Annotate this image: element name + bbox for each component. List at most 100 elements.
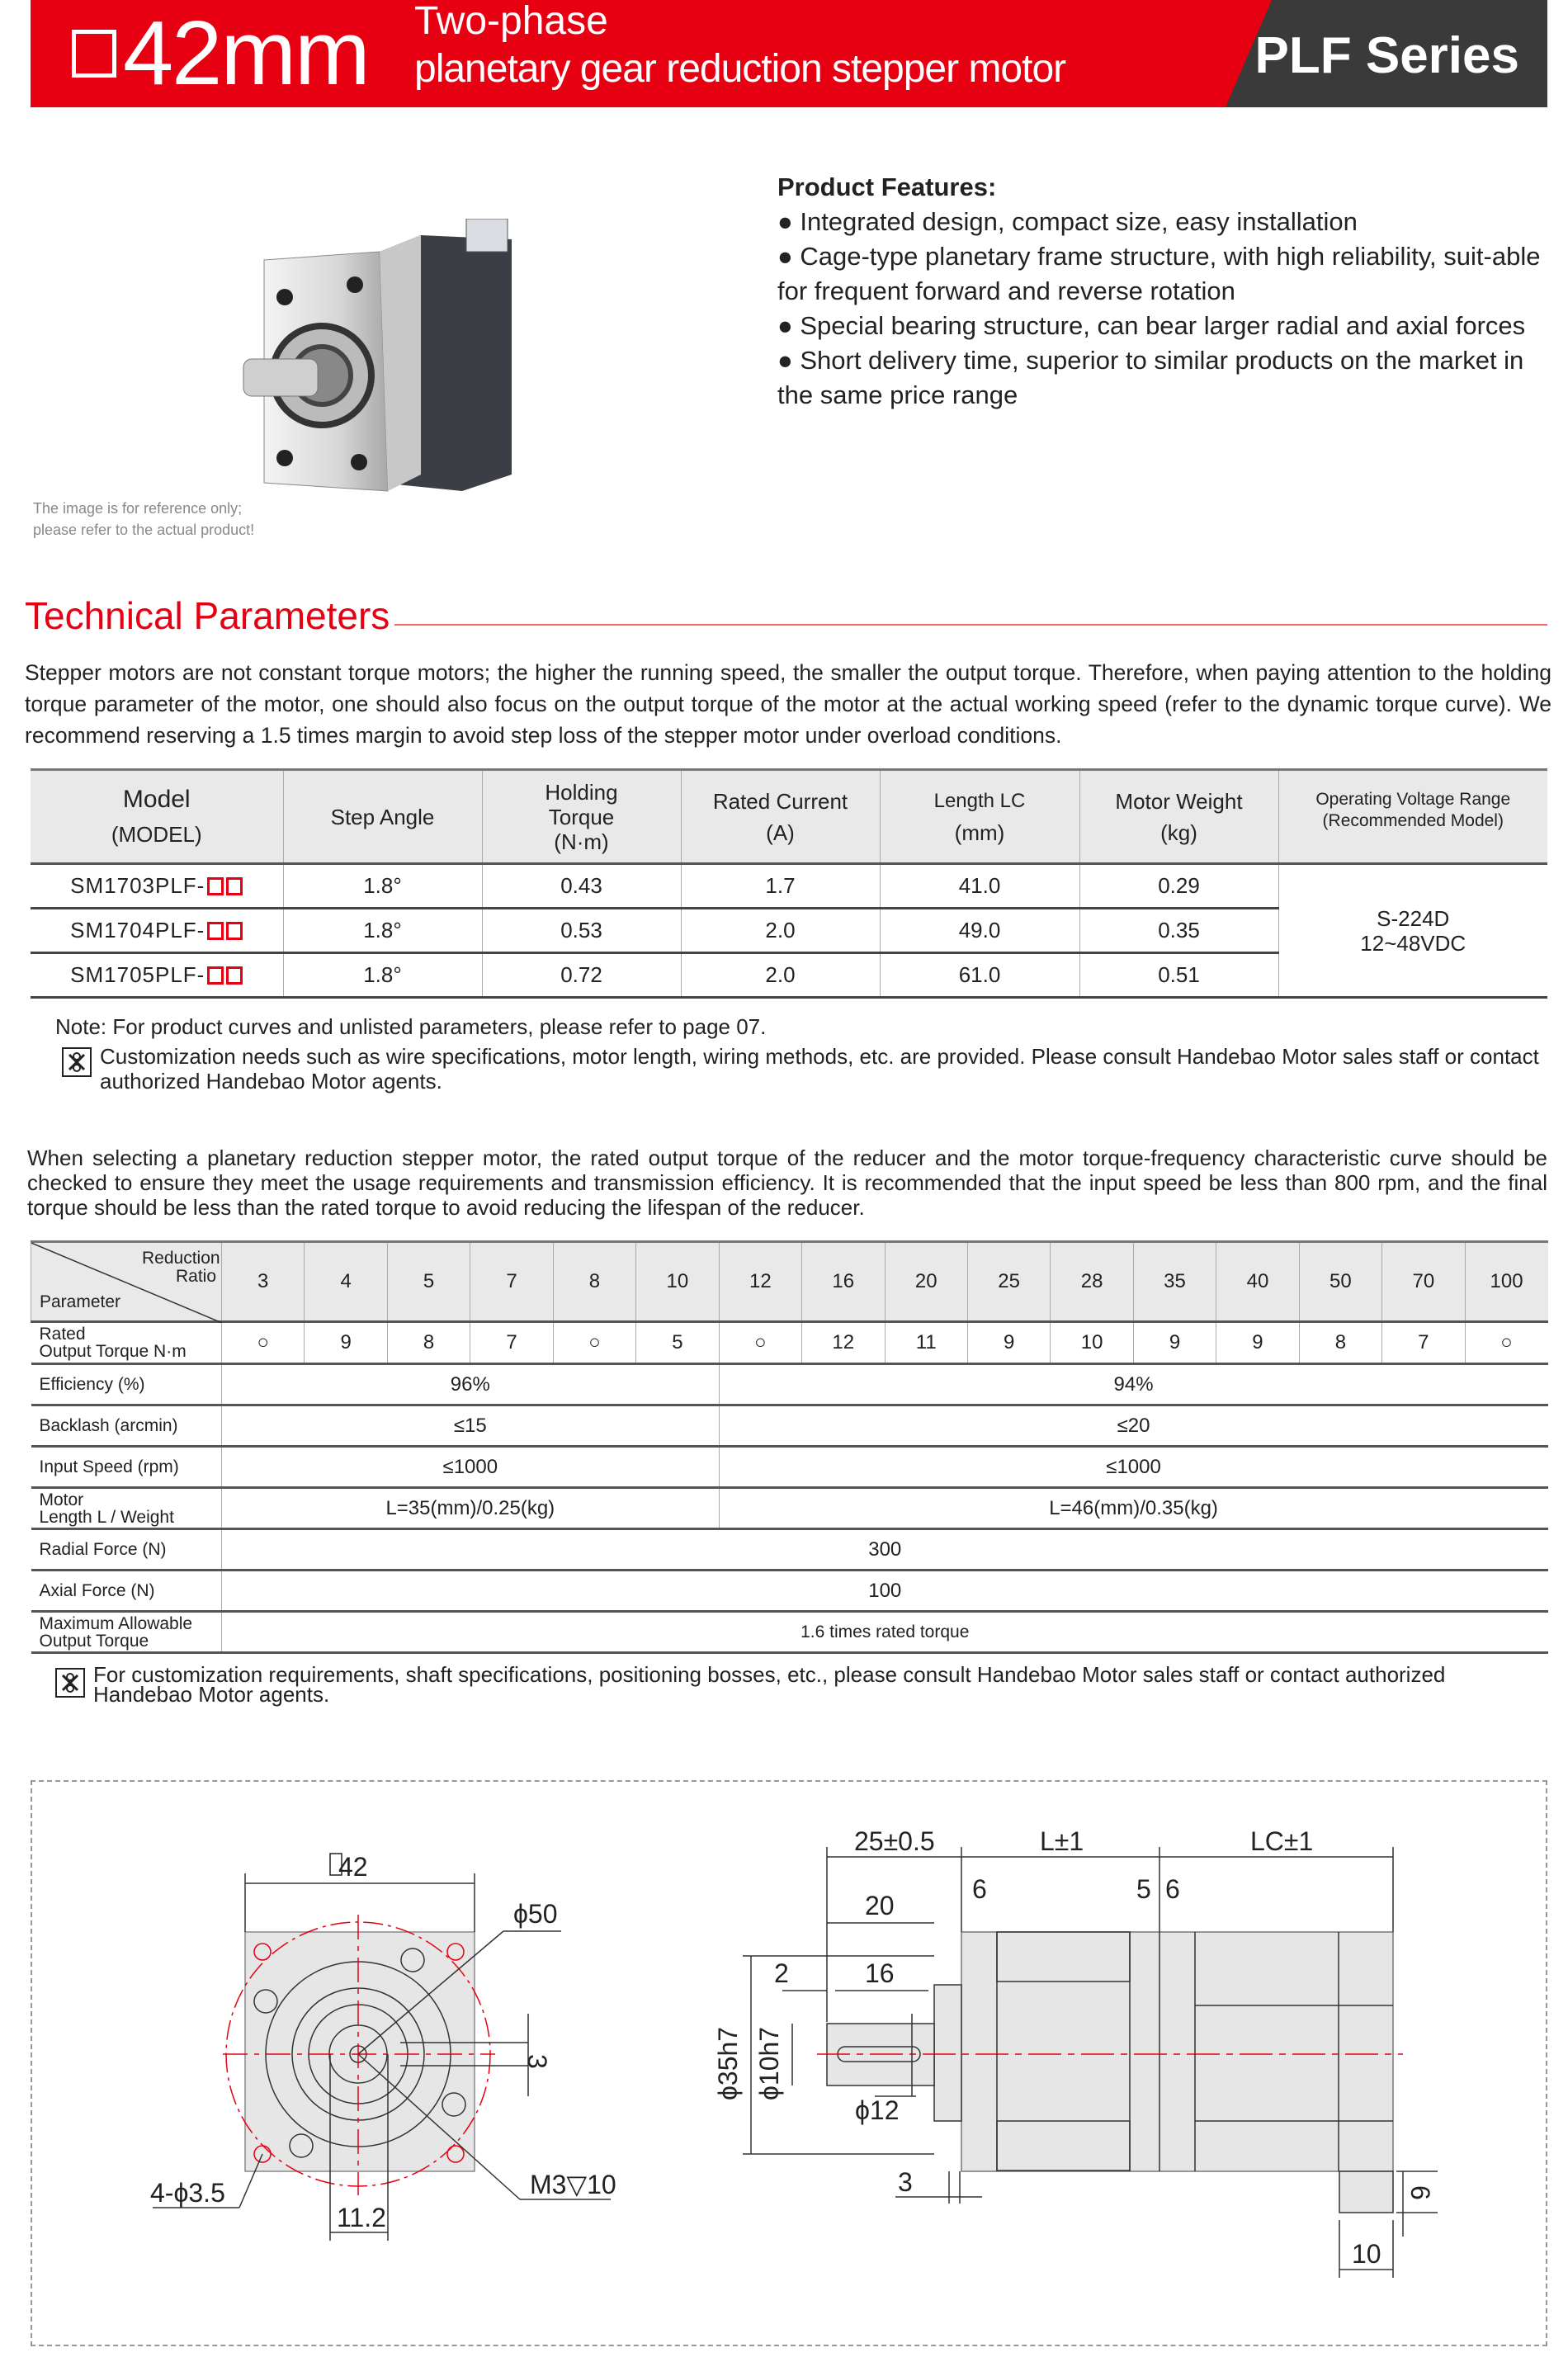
dim-pcd: ϕ50 — [513, 1899, 558, 1929]
dim-boss: ϕ12 — [855, 2095, 900, 2125]
header-rated-current: Rated Current (A) — [680, 768, 880, 865]
torque-cell: 0.53 — [481, 908, 681, 954]
driver-model: S-224D — [1377, 905, 1450, 931]
ratio-header: 20 — [884, 1240, 968, 1323]
feature-item: ● Cage-type planetary frame structure, w… — [777, 242, 1541, 305]
current-cell: 2.0 — [680, 952, 880, 999]
ratio-header: 35 — [1132, 1240, 1216, 1323]
model-name: SM1703PLF- — [70, 873, 205, 898]
rated-torque-cell: ○ — [1464, 1321, 1548, 1365]
current-cell: 1.7 — [680, 863, 880, 909]
model-cell: SM1705PLF- — [31, 952, 283, 999]
dim-shaft-dia: ϕ10h7 — [754, 2027, 784, 2100]
param-row: Motor Length L / Weight L=35(mm)/0.25(kg) L… — [31, 1487, 1548, 1530]
ratio-header-row: Reduction Ratio Parameter 3 4 5 7 8 10 12 16 20 2… — [31, 1240, 1548, 1323]
header-banner: 42mm Two-phase planetary gear reduction … — [31, 0, 1547, 107]
ratio-header: 8 — [552, 1240, 636, 1323]
dim-holes: 4-ϕ3.5 — [150, 2178, 225, 2208]
ratio-header: 5 — [386, 1240, 470, 1323]
dim-6c: 6 — [1405, 2185, 1435, 2200]
torque-cell: 0.43 — [481, 863, 681, 909]
dim-6b: 6 — [1165, 1874, 1180, 1904]
dimension-drawing: 42 ϕ50 3 4-ϕ3.5 11.2 M3▽10 25±0.5 L±1 LC… — [150, 1826, 1438, 2278]
dim-6a: 6 — [972, 1874, 987, 1904]
ratio-header: 3 — [220, 1240, 305, 1323]
ratio-header: 40 — [1216, 1240, 1300, 1323]
dim-2: 2 — [774, 1958, 789, 1988]
product-features: Product Features: ● Integrated design, c… — [777, 170, 1541, 413]
header-model: Model (MODEL) — [31, 768, 283, 865]
dim-3: 3 — [898, 2167, 913, 2197]
reduction-ratio-table: Reduction Ratio Parameter 3 4 5 7 8 10 12 16 20 2… — [31, 1240, 1548, 1654]
feature-item: ● Integrated design, compact size, easy … — [777, 207, 1358, 236]
param-label: Efficiency (%) — [31, 1363, 222, 1406]
rated-torque-cell: 12 — [801, 1321, 885, 1365]
diagonal-divider — [31, 1243, 222, 1323]
dim-gear-length: L±1 — [1040, 1826, 1084, 1856]
frame-size: 42mm — [123, 2, 371, 104]
high-ratio-value: L=46(mm)/0.35(kg) — [718, 1487, 1548, 1530]
low-ratio-value: ≤15 — [221, 1405, 720, 1448]
dim-square: 42 — [338, 1852, 368, 1882]
rated-torque-cell: 11 — [884, 1321, 968, 1365]
option-box-icon — [207, 922, 224, 940]
radial-force-row: Radial Force (N) 300 — [31, 1528, 1548, 1571]
ratio-header: 7 — [470, 1240, 554, 1323]
voltage-cell: S-224D 12~48VDC — [1278, 863, 1547, 999]
series-label: PLF Series — [1254, 27, 1519, 84]
param-label: Input Speed (rpm) — [31, 1446, 222, 1489]
torque-cell: 0.72 — [481, 952, 681, 999]
max-torque-label: Maximum Allowable Output Torque — [31, 1611, 222, 1654]
length-cell: 41.0 — [879, 863, 1079, 909]
section-title: Technical Parameters — [25, 593, 395, 639]
ratio-header: 100 — [1464, 1240, 1548, 1323]
side-view — [743, 1847, 1438, 2278]
dim-motor-length: LC±1 — [1250, 1826, 1313, 1856]
corner-parameter-label: Parameter — [40, 1292, 121, 1311]
dim-offset: 11.2 — [337, 2203, 386, 2232]
title-line-1: Two-phase — [414, 0, 608, 43]
model-name: SM1704PLF- — [70, 918, 205, 942]
header-holding-torque: Holding Torque (N·m) — [481, 768, 681, 865]
ratio-header: 4 — [304, 1240, 388, 1323]
rated-torque-cell: 9 — [304, 1321, 388, 1365]
customization-text: Customization needs such as wire specifi… — [100, 1044, 1539, 1094]
step-cell: 1.8° — [282, 863, 482, 909]
customization-text-2: For customization requirements, shaft sp… — [93, 1662, 1446, 1707]
rated-torque-cell: 8 — [386, 1321, 470, 1365]
rated-torque-cell: 9 — [1132, 1321, 1216, 1365]
rated-torque-cell: ○ — [220, 1321, 305, 1365]
rated-torque-cell: 7 — [1381, 1321, 1466, 1365]
dim-shaft-length: 25±0.5 — [854, 1826, 935, 1856]
voltage-range: 12~48VDC — [1360, 930, 1466, 956]
dim-pilot: ϕ35h7 — [713, 2027, 743, 2100]
rated-torque-cell: ○ — [552, 1321, 636, 1365]
rated-torque-cell: 9 — [1216, 1321, 1300, 1365]
axial-force-row: Axial Force (N) 100 — [31, 1570, 1548, 1613]
weight-cell: 0.35 — [1079, 908, 1278, 954]
option-box-icon — [207, 877, 224, 895]
rated-torque-cell: 9 — [966, 1321, 1051, 1365]
ratio-header: 12 — [718, 1240, 802, 1323]
rated-torque-cell: 7 — [470, 1321, 554, 1365]
radial-force-label: Radial Force (N) — [31, 1528, 222, 1571]
disclaimer-line-1: The image is for reference only; — [33, 500, 243, 517]
option-box-icon — [226, 922, 243, 940]
features-title: Product Features: — [777, 172, 997, 201]
front-view — [153, 1873, 611, 2241]
low-ratio-value: L=35(mm)/0.25(kg) — [221, 1487, 720, 1530]
customization-icon — [55, 1668, 85, 1698]
param-label: Motor Length L / Weight — [31, 1487, 222, 1530]
corner-header: Reduction Ratio Parameter — [31, 1240, 222, 1323]
spec-table: Model (MODEL) Step Angle Holding Torque (N·… — [31, 768, 1547, 999]
weight-cell: 0.51 — [1079, 952, 1278, 999]
low-ratio-value: 96% — [221, 1363, 720, 1406]
intro-paragraph: Stepper motors are not constant torque m… — [25, 660, 1551, 748]
square-symbol-icon — [329, 1853, 342, 1876]
high-ratio-value: ≤20 — [718, 1405, 1548, 1448]
axial-force-value: 100 — [221, 1570, 1548, 1613]
option-box-icon — [226, 877, 243, 895]
rated-torque-row: Rated Output Torque N·m ○ 9 8 7 ○ 5 ○ 12 11 9 10 9 9 8… — [31, 1321, 1548, 1365]
dim-16: 16 — [865, 1958, 895, 1988]
max-torque-value: 1.6 times rated torque — [221, 1611, 1548, 1654]
